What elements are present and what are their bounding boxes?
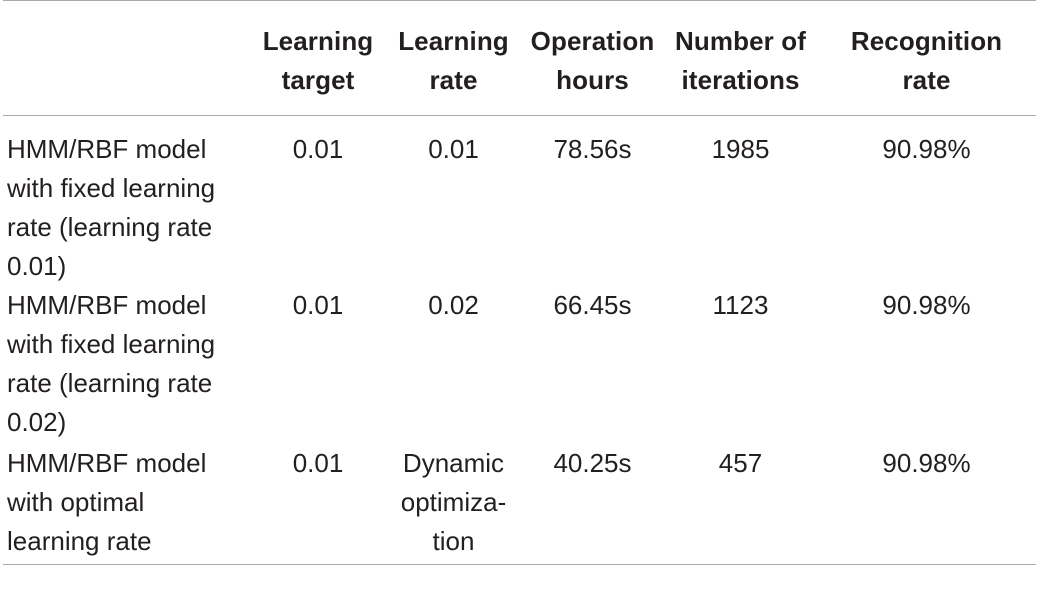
row-label: HMM/RBF model with optimal learning rate xyxy=(3,444,250,565)
results-table: Learning target Learning rate Operation … xyxy=(3,0,1036,565)
cell-learning-target: 0.01 xyxy=(292,448,344,478)
table-row: HMM/RBF model with optimal learning rate… xyxy=(3,444,1036,565)
row-label-line: HMM/RBF model xyxy=(7,448,207,478)
cell-operation-hours: 78.56s xyxy=(553,134,632,164)
header-text: rate xyxy=(429,65,478,95)
header-text: Number of xyxy=(675,26,806,56)
cell-learning-target: 0.01 xyxy=(292,134,344,164)
table-row: HMM/RBF model with fixed learning rate (… xyxy=(3,116,1036,287)
header-cell-recognition-rate: Recognition rate xyxy=(817,1,1036,116)
cell-learning-rate-line: tion xyxy=(432,526,475,556)
cell-operation-hours: 40.25s xyxy=(553,448,632,478)
row-label: HMM/RBF model with fixed learning rate (… xyxy=(3,286,250,444)
table-header: Learning target Learning rate Operation … xyxy=(3,0,1036,116)
cell-iterations: 457 xyxy=(718,448,763,478)
cell-recognition-rate: 90.98% xyxy=(882,448,971,478)
row-label-line: with optimal xyxy=(7,487,145,517)
header-text: rate xyxy=(902,65,951,95)
cell-operation-hours: 66.45s xyxy=(553,290,632,320)
row-label-line: rate (learning rate xyxy=(7,368,213,398)
table-body: HMM/RBF model with fixed learning rate (… xyxy=(3,116,1036,565)
cell-iterations: 1123 xyxy=(712,290,769,320)
cell-recognition-rate: 90.98% xyxy=(882,290,971,320)
row-label-line: rate (learning rate xyxy=(7,212,213,242)
row-label: HMM/RBF model with fixed learning rate (… xyxy=(3,116,250,287)
row-label-line: 0.01) xyxy=(7,251,67,281)
header-text: target xyxy=(281,65,355,95)
header-row: Learning target Learning rate Operation … xyxy=(3,0,1036,116)
header-cell-iterations: Number of iterations xyxy=(664,1,817,116)
header-text: Learning xyxy=(262,26,374,56)
header-text: hours xyxy=(556,65,629,95)
header-cell-model xyxy=(3,1,250,116)
cell-learning-target: 0.01 xyxy=(292,290,344,320)
header-cell-operation-hours: Operation hours xyxy=(521,1,664,116)
cell-learning-rate-line: optimiza- xyxy=(400,487,507,517)
header-text: Recognition xyxy=(850,26,1003,56)
cell-learning-rate-line: 0.02 xyxy=(428,290,479,320)
row-label-line: with fixed learning xyxy=(7,329,216,359)
row-label-line: with fixed learning xyxy=(7,173,216,203)
cell-learning-rate: 0.01 xyxy=(386,116,521,287)
cell-iterations: 1985 xyxy=(711,134,770,164)
header-cell-learning-target: Learning target xyxy=(250,1,386,116)
header-cell-learning-rate: Learning rate xyxy=(386,1,521,116)
header-text: Learning xyxy=(398,26,509,56)
cell-recognition-rate: 90.98% xyxy=(882,134,971,164)
row-label-line: HMM/RBF model xyxy=(7,134,207,164)
row-label-line: 0.02) xyxy=(7,407,67,437)
table-row: HMM/RBF model with fixed learning rate (… xyxy=(3,286,1036,444)
cell-learning-rate: 0.02 xyxy=(386,286,521,444)
header-text: iterations xyxy=(681,65,800,95)
header-text: Operation xyxy=(530,26,655,56)
cell-learning-rate-line: 0.01 xyxy=(428,134,479,164)
results-table-container: Learning target Learning rate Operation … xyxy=(3,0,1036,565)
row-label-line: learning rate xyxy=(7,526,152,556)
cell-learning-rate-line: Dynamic xyxy=(402,448,505,478)
row-label-line: HMM/RBF model xyxy=(7,290,207,320)
cell-learning-rate: Dynamic optimiza- tion xyxy=(386,444,521,565)
